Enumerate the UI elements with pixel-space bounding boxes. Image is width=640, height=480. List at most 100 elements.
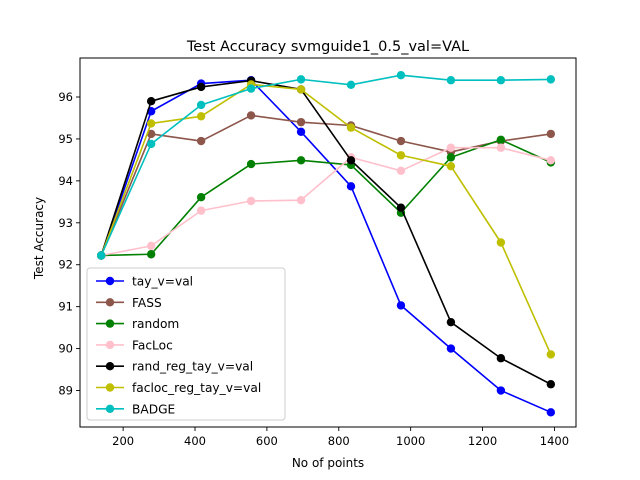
data-point [296,117,306,127]
x-tick-label: 1400 [540,434,569,448]
y-tick-label: 96 [58,90,73,104]
legend-marker [105,383,115,392]
legend-label: FASS [132,296,162,310]
data-point [196,193,206,202]
plot-area: 200 400 600 800 1000 1200 1400 89 90 91 92 93 94 95 96 [58,57,577,448]
data-point [396,136,406,146]
data-point [146,129,156,139]
x-tick-label: 800 [328,434,350,448]
data-point [296,85,306,94]
data-point [446,143,456,152]
legend-label: BADGE [132,402,175,416]
data-point [97,251,106,260]
data-point [346,80,356,90]
legend-label: random [132,317,179,331]
data-point [196,206,206,215]
data-point [196,100,206,110]
y-tick-label: 89 [58,384,73,398]
data-point [546,350,556,359]
legend: tay_v=val FASS random FacLoc rand_reg_tay_v=… [86,267,286,421]
data-point [496,143,506,152]
data-point [196,136,206,146]
data-point [296,156,306,165]
data-point [496,354,506,363]
x-tick-label: 200 [112,434,134,448]
series-line [100,74,551,256]
data-point [446,76,456,85]
data-point [246,84,256,93]
data-point [396,151,406,160]
series-line [100,79,552,385]
data-point [296,127,306,136]
y-tick-label: 94 [58,174,73,188]
legend-entry: random [96,317,179,331]
series-line [100,79,552,414]
data-point [346,156,356,165]
data-point [496,135,506,144]
data-point [446,161,456,171]
legend-entry: FASS [96,296,162,310]
series-line [101,138,552,257]
data-point [196,112,206,121]
legend-marker [105,298,115,307]
chart-title: Test Accuracy svmguide1_0.5_val=VAL [186,39,469,55]
data-point [496,238,506,247]
x-tick-label: 400 [184,434,206,448]
data-point [546,129,556,139]
y-tick-label: 92 [58,258,73,272]
axes-frame [79,57,577,428]
legend-entry: facloc_reg_tay_v=val [96,381,261,395]
legend-marker [105,340,115,350]
legend-label: rand_reg_tay_v=val [132,360,253,374]
data-point [546,408,556,417]
data-point [346,182,356,191]
data-point [146,250,156,259]
legend-entry: FacLoc [96,338,173,352]
y-axis-label: Test Accuracy [32,197,46,280]
y-tick-label: 90 [58,342,73,356]
x-tick-label: 600 [256,434,278,448]
data-point [396,70,406,80]
data-point [196,82,206,92]
series-line [100,83,552,355]
data-point [146,241,156,251]
data-point [446,153,456,162]
data-point [146,96,156,106]
data-point [446,317,456,327]
data-point [496,386,506,395]
data-point [546,380,556,389]
data-point [396,166,406,175]
data-point [546,75,556,84]
data-point [396,203,406,212]
x-axis-label: No of points [292,456,364,470]
data-point [146,119,156,128]
legend-label: FacLoc [132,338,173,352]
data-point [346,123,356,132]
data-point [396,301,406,310]
data-point [246,196,256,206]
legend-label: facloc_reg_tay_v=val [132,381,261,395]
data-point [446,344,456,353]
series-line [101,146,552,257]
legend-marker [105,276,115,286]
legend-entry: BADGE [96,402,175,416]
legend-entry: rand_reg_tay_v=val [96,360,253,374]
data-point [296,195,306,205]
legend-marker [105,404,115,413]
y-tick-label: 93 [58,216,73,230]
data-point [246,159,256,169]
legend-marker [105,319,115,328]
x-tick-label: 1200 [468,434,497,448]
data-point [146,139,156,149]
legend-box [86,267,286,421]
legend-label: tay_v=val [132,275,193,289]
x-tick-label: 1000 [396,434,425,448]
y-tick-label: 95 [58,132,73,146]
data-point [496,76,506,85]
data-point [296,75,306,84]
series-badge [97,70,556,260]
y-tick-label: 91 [58,300,73,314]
legend-marker [105,362,115,371]
legend-entry: tay_v=val [96,275,193,289]
